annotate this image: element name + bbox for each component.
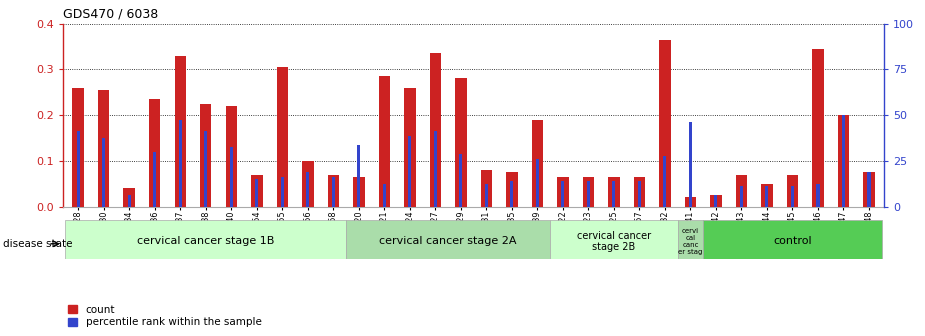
Bar [689, 122, 692, 207]
Bar [306, 172, 309, 207]
Bar [787, 175, 798, 207]
Text: control: control [773, 236, 812, 246]
Bar [838, 115, 849, 207]
Bar [660, 40, 671, 207]
Bar [277, 67, 288, 207]
Bar [383, 184, 386, 207]
Bar [128, 195, 130, 207]
Bar [179, 120, 182, 207]
Bar [638, 181, 641, 207]
Bar [455, 79, 466, 207]
Bar [863, 172, 875, 207]
Bar [77, 131, 80, 207]
Bar [255, 179, 258, 207]
Bar [557, 177, 569, 207]
Text: disease state: disease state [3, 239, 72, 249]
Bar [429, 53, 441, 207]
Bar [353, 177, 364, 207]
Text: cervi
cal
canc
er stag: cervi cal canc er stag [678, 228, 703, 255]
Bar [408, 136, 412, 207]
Bar [561, 181, 564, 207]
Bar [506, 172, 518, 207]
Bar [226, 106, 237, 207]
Bar [123, 188, 135, 207]
Bar [586, 181, 590, 207]
Bar [251, 175, 263, 207]
Bar [608, 177, 620, 207]
Text: cervical cancer
stage 2B: cervical cancer stage 2B [577, 230, 651, 252]
Bar [302, 161, 314, 207]
Bar [710, 195, 722, 207]
Bar [714, 195, 718, 207]
Bar [583, 177, 594, 207]
Legend: count, percentile rank within the sample: count, percentile rank within the sample [68, 305, 262, 327]
Bar [634, 177, 645, 207]
Bar [357, 145, 361, 207]
Bar [678, 220, 703, 259]
Bar [765, 186, 769, 207]
Bar [200, 103, 212, 207]
Bar [663, 156, 666, 207]
Bar [485, 184, 487, 207]
Bar [346, 220, 550, 259]
Bar [460, 154, 462, 207]
Bar [740, 186, 743, 207]
Bar [761, 184, 772, 207]
Bar [481, 170, 492, 207]
Bar [404, 88, 415, 207]
Bar [791, 186, 794, 207]
Text: cervical cancer stage 2A: cervical cancer stage 2A [379, 236, 517, 246]
Bar [735, 175, 747, 207]
Bar [378, 76, 390, 207]
Bar [332, 177, 335, 207]
Bar [175, 55, 186, 207]
Bar [817, 184, 820, 207]
Text: cervical cancer stage 1B: cervical cancer stage 1B [137, 236, 275, 246]
Bar [434, 131, 437, 207]
Bar [72, 88, 84, 207]
Text: GDS470 / 6038: GDS470 / 6038 [63, 8, 158, 21]
Bar [98, 90, 109, 207]
Bar [612, 181, 615, 207]
Bar [550, 220, 678, 259]
Bar [536, 159, 539, 207]
Bar [703, 220, 882, 259]
Bar [229, 147, 233, 207]
Bar [327, 175, 339, 207]
Bar [511, 181, 513, 207]
Bar [842, 115, 845, 207]
Bar [532, 120, 543, 207]
Bar [66, 220, 346, 259]
Bar [154, 152, 156, 207]
Bar [204, 131, 207, 207]
Bar [149, 99, 160, 207]
Bar [102, 138, 105, 207]
Bar [684, 198, 697, 207]
Bar [812, 49, 824, 207]
Bar [281, 177, 284, 207]
Bar [868, 172, 870, 207]
